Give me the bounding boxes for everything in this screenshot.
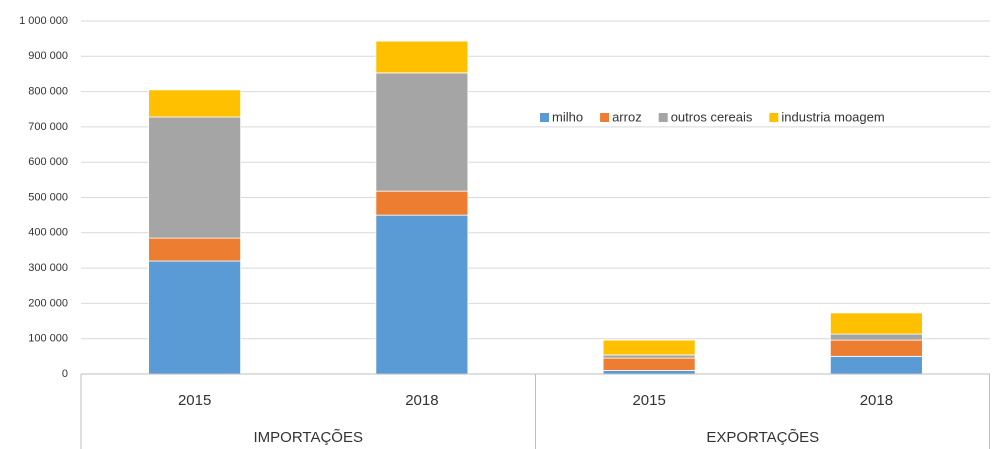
y-tick-label: 600 000: [28, 156, 68, 168]
bar-segment: [602, 370, 696, 375]
legend-swatch: [658, 113, 668, 122]
bar-segment: [829, 312, 923, 335]
y-tick-label: 800 000: [28, 86, 68, 98]
legend-label: milho: [552, 109, 583, 124]
bar-segment: [829, 355, 923, 375]
x-tick-label: 2018: [860, 392, 893, 409]
group-label: EXPORTAÇÕES: [706, 429, 819, 446]
legend-swatch: [540, 113, 549, 122]
y-tick-label: 500 000: [28, 191, 68, 203]
bar-segment: [375, 72, 469, 192]
x-tick-label: 2018: [405, 392, 438, 409]
y-tick-label: 400 000: [28, 227, 68, 239]
bar-segment: [602, 357, 696, 371]
group-label: IMPORTAÇÕES: [254, 429, 363, 446]
bar-segment: [829, 339, 923, 357]
y-tick-label: 200 000: [28, 297, 68, 309]
legend-label: outros cereais: [671, 109, 753, 124]
bar-segment: [375, 190, 469, 216]
bar-segment: [148, 89, 242, 118]
y-tick-label: 0: [62, 368, 68, 380]
bar-segment: [375, 214, 469, 375]
x-tick-label: 2015: [178, 392, 211, 409]
y-tick-label: 300 000: [28, 262, 68, 274]
y-tick-label: 900 000: [28, 50, 68, 62]
y-tick-label: 700 000: [28, 121, 68, 133]
y-tick-label: 100 000: [28, 333, 68, 345]
y-tick-label: 1 000 000: [19, 15, 68, 27]
bar-segment: [602, 339, 696, 356]
legend-label: industria moagem: [781, 109, 884, 124]
x-tick-label: 2015: [632, 392, 665, 409]
bar-segment: [148, 260, 242, 375]
legend-label: arroz: [612, 109, 642, 124]
bar-segment: [602, 354, 696, 359]
bar-segment: [375, 40, 469, 74]
bar-segment: [148, 116, 242, 239]
legend-swatch: [769, 113, 779, 122]
legend-swatch: [600, 113, 610, 122]
bar-segment: [148, 237, 242, 262]
bar-segment: [829, 333, 923, 341]
